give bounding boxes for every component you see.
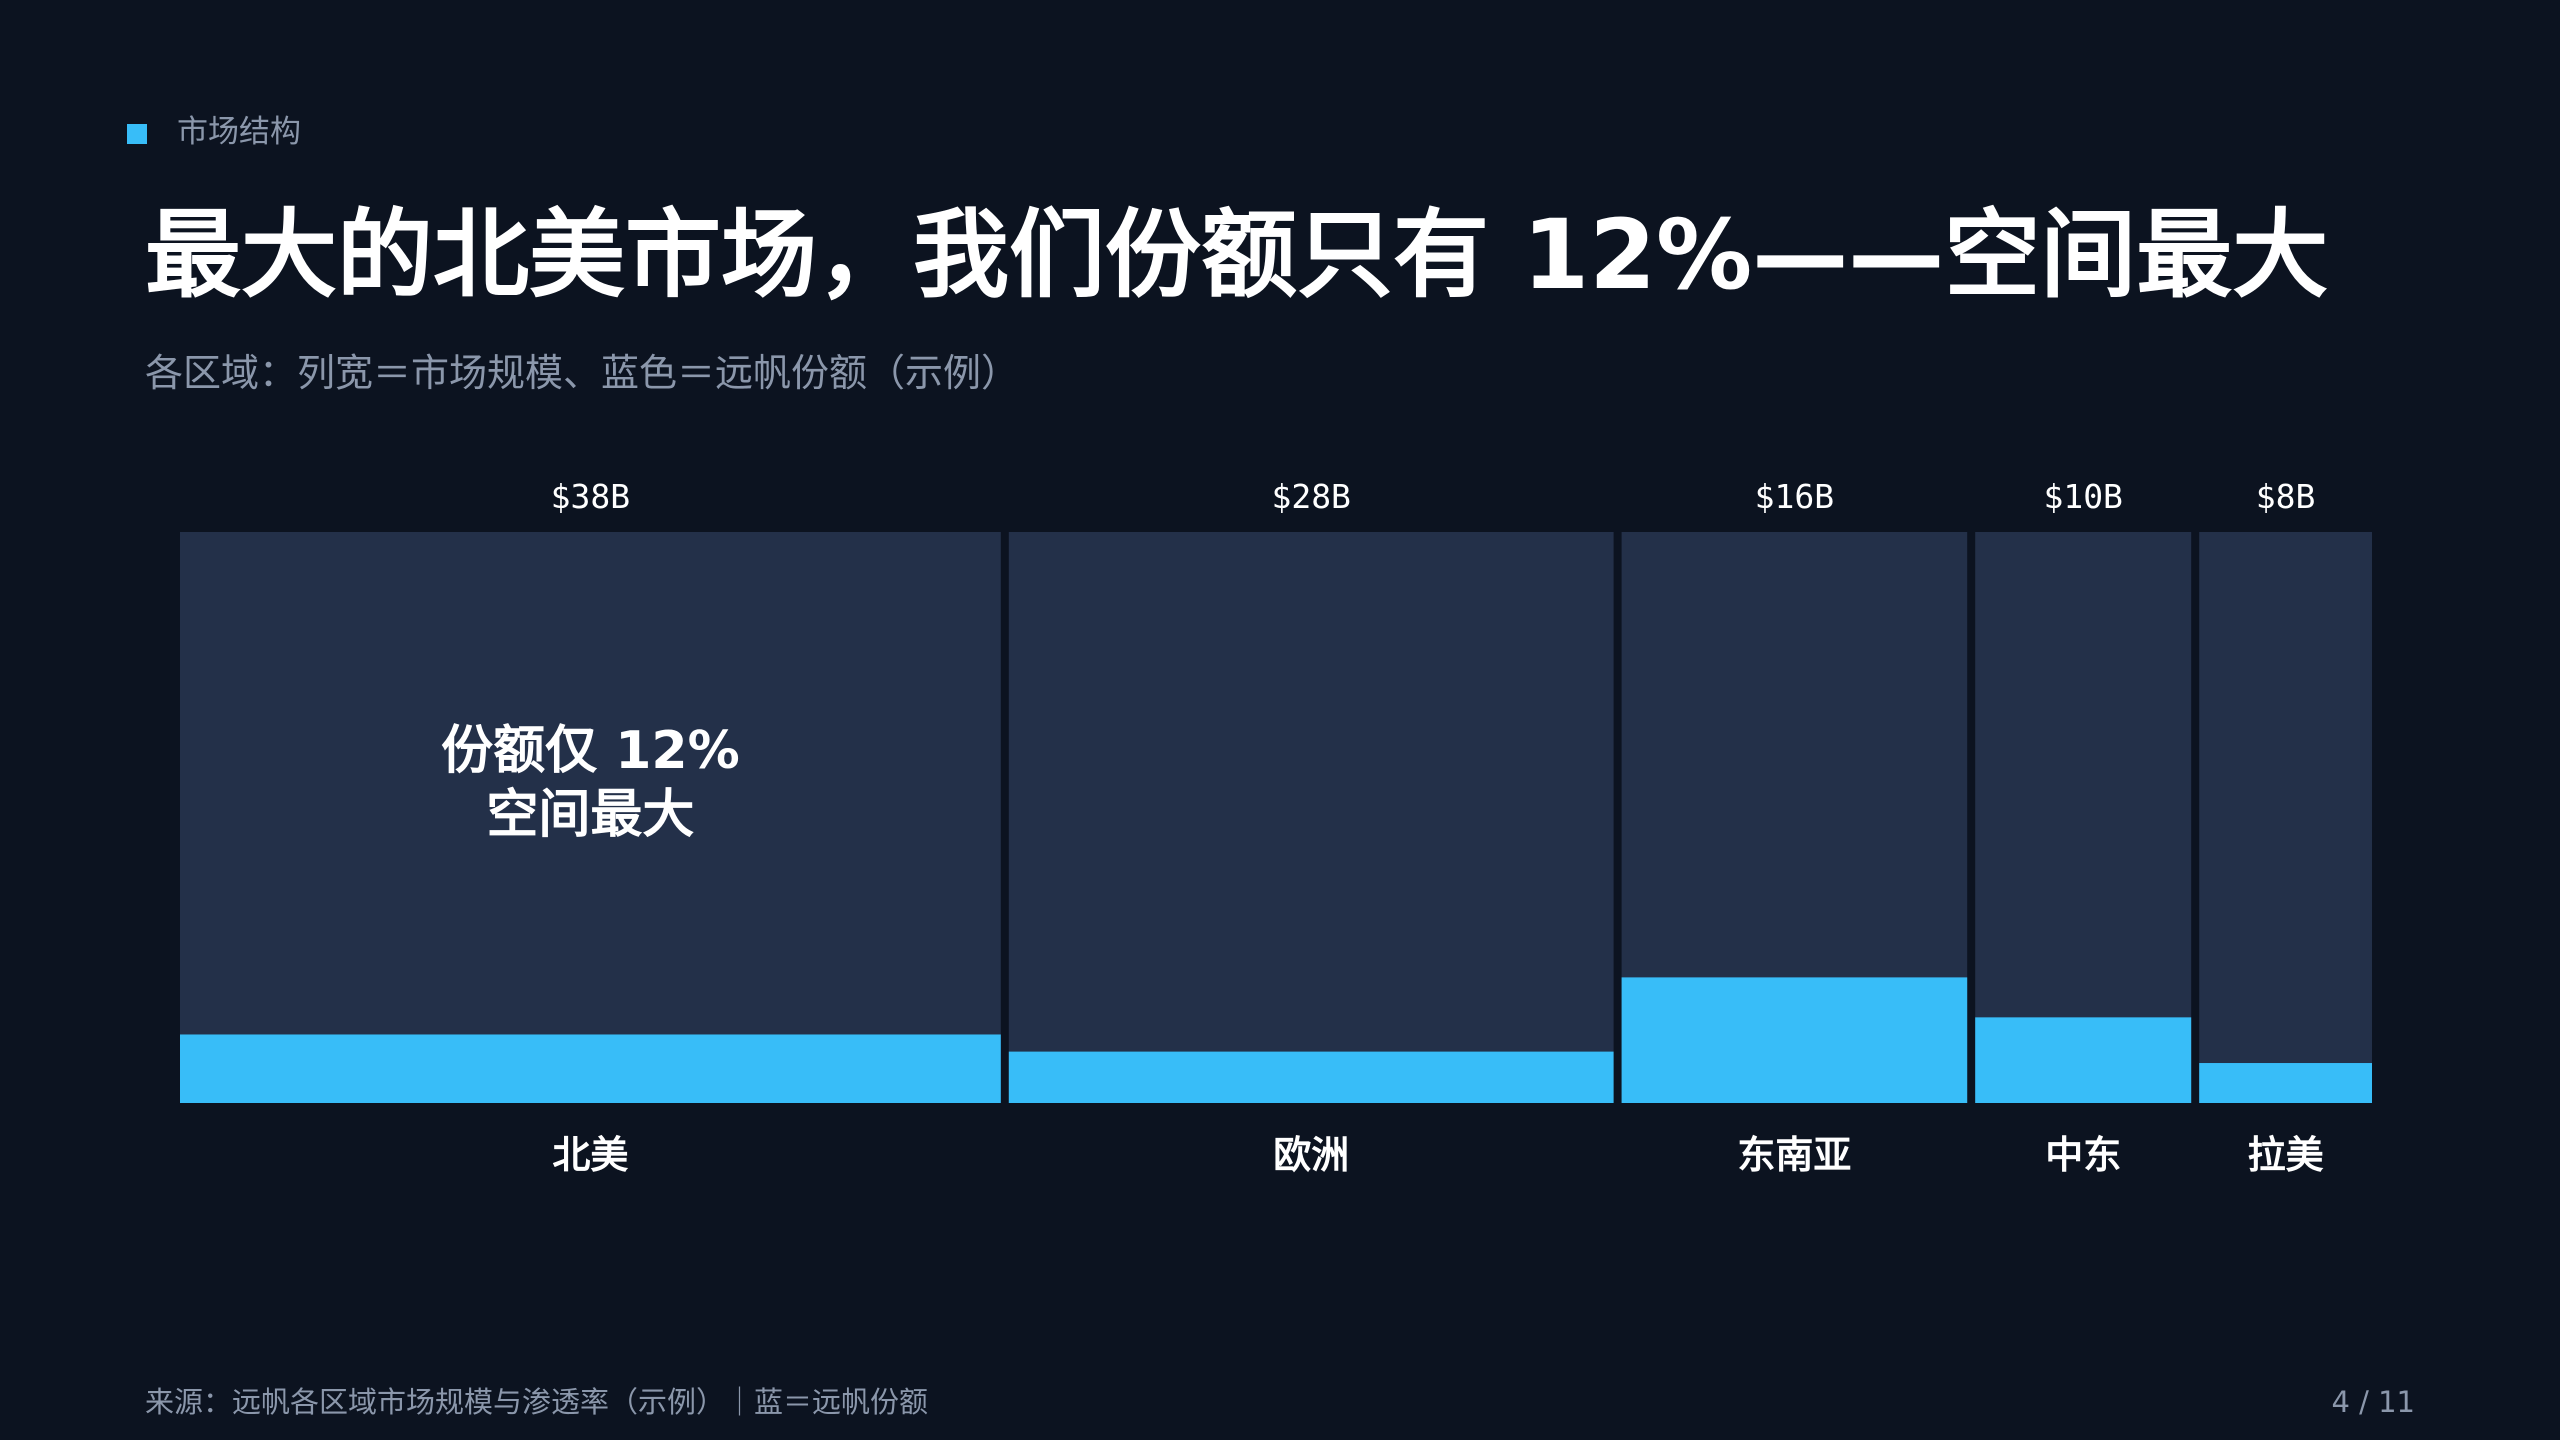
market-column xyxy=(1975,532,2192,1103)
category-label: 欧洲 xyxy=(1273,1133,1349,1177)
market-column xyxy=(2199,532,2372,1103)
share-bar xyxy=(1621,977,1968,1103)
market-size-label: $38B xyxy=(551,477,630,516)
share-bar xyxy=(180,1034,1001,1103)
market-size-label: $8B xyxy=(2256,477,2316,516)
share-bar xyxy=(1975,1017,2192,1103)
market-column xyxy=(180,532,1001,1103)
column-annotation: 空间最大 xyxy=(486,785,694,845)
category-label: 拉美 xyxy=(2248,1133,2324,1177)
section-marker-icon xyxy=(127,124,147,144)
share-bar xyxy=(2199,1063,2372,1103)
column-annotation: 份额仅 12% xyxy=(441,721,740,781)
category-label: 中东 xyxy=(2045,1133,2121,1177)
category-label: 北美 xyxy=(552,1133,628,1177)
source-note: 来源：远帆各区域市场规模与渗透率（示例）｜蓝＝远帆份额 xyxy=(145,1385,929,1419)
market-size-label: $28B xyxy=(1271,477,1350,516)
market-size-label: $10B xyxy=(2043,477,2122,516)
page-subtitle: 各区域：列宽＝市场规模、蓝色＝远帆份额（示例） xyxy=(145,351,1020,395)
category-label: 东南亚 xyxy=(1737,1133,1851,1177)
share-bar xyxy=(1008,1051,1614,1103)
page-number: 4 / 11 xyxy=(2331,1385,2415,1419)
market-size-label: $16B xyxy=(1755,477,1834,516)
market-column xyxy=(1008,532,1614,1103)
section-tag: 市场结构 xyxy=(127,112,301,152)
section-label: 市场结构 xyxy=(177,114,301,150)
page-title: 最大的北美市场，我们份额只有 12%——空间最大 xyxy=(145,199,2329,311)
